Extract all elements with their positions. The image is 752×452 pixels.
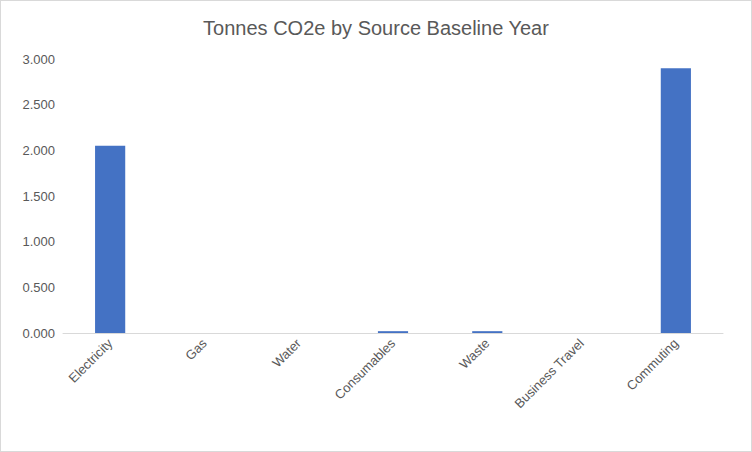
svg-text:0.500: 0.500 <box>22 280 55 295</box>
svg-text:2.500: 2.500 <box>22 97 55 112</box>
svg-text:3.000: 3.000 <box>22 52 55 67</box>
svg-text:Electricity: Electricity <box>66 335 116 385</box>
svg-text:0.000: 0.000 <box>22 326 55 341</box>
svg-text:Consumables: Consumables <box>332 335 399 402</box>
svg-text:Tonnes CO2e by Source Baseline: Tonnes CO2e by Source Baseline Year <box>203 17 549 39</box>
svg-text:1.500: 1.500 <box>22 189 55 204</box>
svg-text:Water: Water <box>269 335 304 370</box>
svg-text:2.000: 2.000 <box>22 143 55 158</box>
svg-text:1.000: 1.000 <box>22 234 55 249</box>
svg-text:Gas: Gas <box>182 335 210 363</box>
svg-text:Commuting: Commuting <box>624 336 682 394</box>
svg-text:Waste: Waste <box>456 336 492 372</box>
svg-text:Business Travel: Business Travel <box>511 336 586 411</box>
